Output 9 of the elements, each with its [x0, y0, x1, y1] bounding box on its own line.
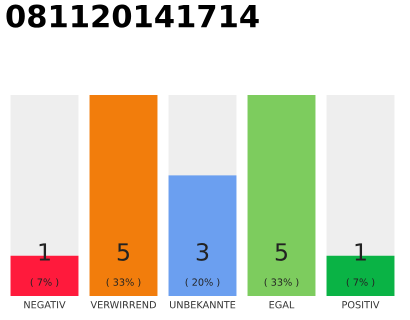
x-tick-label: UNBEKANNTE [170, 301, 236, 308]
x-tick-label: NEGATIV [24, 301, 66, 308]
x-tick-label: POSITIV [342, 301, 380, 308]
data-label: 5 ( 33% ) [264, 243, 298, 287]
data-label: 3 ( 20% ) [186, 243, 220, 287]
x-tick-label: EGAL [270, 301, 294, 308]
data-label: 5 ( 33% ) [106, 243, 140, 287]
x-tick-label: VERWIRREND [90, 301, 156, 308]
chart-title: 081120141714 [6, 4, 259, 28]
